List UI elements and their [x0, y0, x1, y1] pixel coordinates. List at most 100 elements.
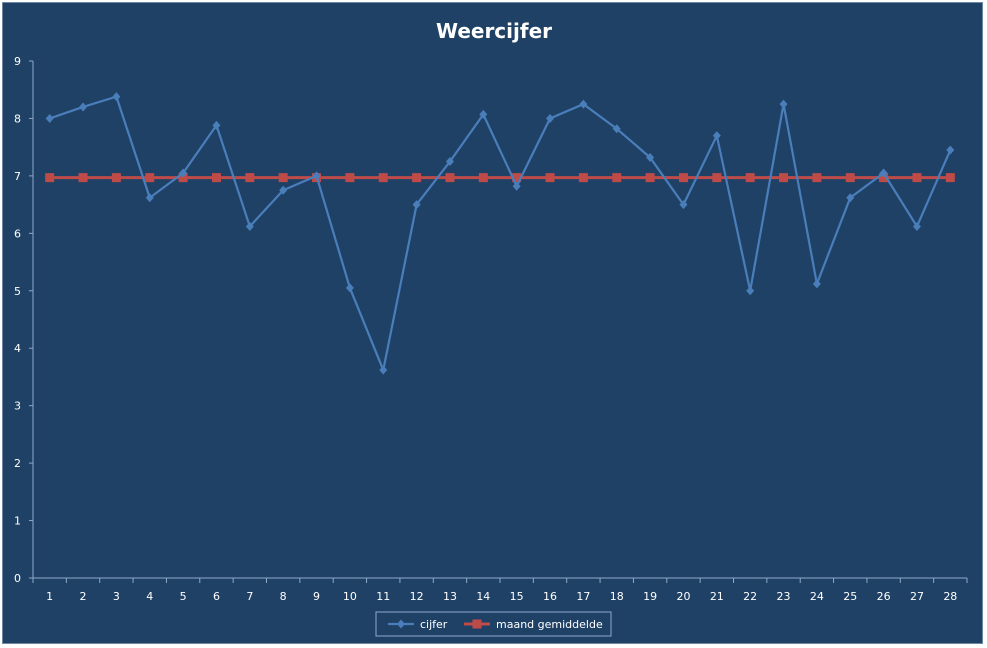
legend-label: maand gemiddelde [496, 618, 603, 631]
data-point [946, 145, 955, 155]
data-point [612, 124, 621, 134]
data-point [211, 173, 221, 183]
data-point [578, 173, 588, 183]
data-point [479, 109, 488, 119]
data-point [245, 221, 254, 231]
data-point [679, 200, 688, 210]
data-point [145, 173, 155, 183]
data-point [812, 173, 822, 183]
data-point [512, 181, 521, 191]
data-point [779, 99, 788, 109]
data-point [812, 279, 821, 289]
x-tick-label: 9 [313, 590, 320, 603]
data-point [412, 173, 422, 183]
y-tick-label: 8 [14, 112, 21, 125]
data-point [379, 365, 388, 375]
x-tick-label: 8 [280, 590, 287, 603]
x-tick-label: 1 [46, 590, 53, 603]
data-point [378, 173, 388, 183]
data-point [545, 173, 555, 183]
data-point [945, 173, 955, 183]
data-point [912, 173, 922, 183]
series-line [49, 95, 952, 372]
x-tick-label: 10 [343, 590, 357, 603]
legend-box [375, 611, 612, 637]
data-point [145, 193, 154, 203]
data-point [646, 153, 655, 163]
data-point [745, 173, 755, 183]
data-point [746, 286, 755, 296]
data-point [879, 173, 889, 183]
data-point [678, 173, 688, 183]
x-tick-label: 3 [113, 590, 120, 603]
data-point [111, 173, 121, 183]
x-tick-label: 26 [877, 590, 891, 603]
x-tick-label: 4 [146, 590, 153, 603]
data-point [846, 193, 855, 203]
data-point [412, 200, 421, 210]
y-tick-label: 5 [14, 285, 21, 298]
y-tick-label: 7 [14, 170, 21, 183]
data-point [546, 113, 555, 123]
y-tick-label: 2 [14, 457, 21, 470]
x-tick-label: 6 [213, 590, 220, 603]
chart-title: Weercijfer [436, 19, 552, 43]
data-point [45, 173, 55, 183]
x-tick-label: 28 [943, 590, 957, 603]
x-tick-label: 17 [576, 590, 590, 603]
x-tick-label: 2 [80, 590, 87, 603]
data-point [879, 168, 888, 178]
data-point [512, 173, 522, 183]
data-point [312, 171, 321, 181]
y-tick-label: 1 [14, 515, 21, 528]
x-tick-label: 5 [180, 590, 187, 603]
data-point [112, 92, 121, 102]
x-tick-label: 11 [376, 590, 390, 603]
data-point [278, 173, 288, 183]
x-tick-label: 19 [643, 590, 657, 603]
legend-swatch-marker [397, 619, 405, 629]
y-tick-label: 3 [14, 400, 21, 413]
data-point [178, 173, 188, 183]
data-point [478, 173, 488, 183]
data-point [645, 173, 655, 183]
data-point [345, 283, 354, 293]
data-point [279, 185, 288, 195]
x-tick-label: 21 [710, 590, 724, 603]
x-tick-label: 7 [246, 590, 253, 603]
data-point [612, 173, 622, 183]
data-point [212, 120, 221, 130]
legend-label: cijfer [420, 618, 448, 631]
x-tick-label: 13 [443, 590, 457, 603]
x-tick-label: 25 [843, 590, 857, 603]
data-point [845, 173, 855, 183]
data-point [445, 173, 455, 183]
x-tick-label: 24 [810, 590, 824, 603]
data-point [78, 173, 88, 183]
x-tick-label: 16 [543, 590, 557, 603]
data-point [245, 173, 255, 183]
y-tick-label: 0 [14, 572, 21, 585]
x-tick-label: 14 [476, 590, 490, 603]
series-cijfer [45, 92, 955, 375]
data-point [712, 173, 722, 183]
x-tick-label: 27 [910, 590, 924, 603]
data-point [45, 113, 54, 123]
x-tick-label: 15 [510, 590, 524, 603]
data-point [345, 173, 355, 183]
y-tick-label: 6 [14, 227, 21, 240]
data-point [579, 99, 588, 109]
data-point [779, 173, 789, 183]
series-maand-gemiddelde [45, 173, 955, 183]
data-point [712, 131, 721, 141]
x-tick-label: 12 [410, 590, 424, 603]
legend: cijfer maand gemiddelde [375, 611, 612, 637]
x-tick-label: 18 [610, 590, 624, 603]
data-point [912, 221, 921, 231]
data-point [179, 168, 188, 178]
data-point [445, 157, 454, 167]
y-tick-label: 9 [14, 55, 21, 68]
